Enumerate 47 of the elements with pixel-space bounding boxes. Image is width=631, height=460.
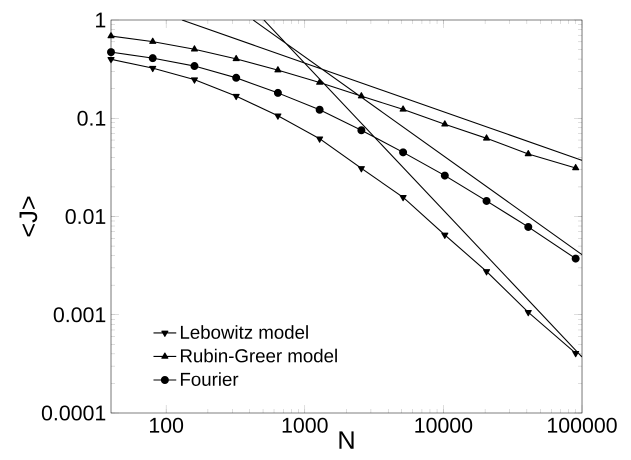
point — [316, 136, 324, 143]
point — [441, 120, 448, 127]
y-tick-label: 0.0001 — [42, 405, 106, 421]
point — [107, 57, 115, 64]
point — [441, 232, 448, 239]
legend-label: Rubin-Greer model — [180, 348, 337, 362]
point — [190, 77, 198, 84]
x-tick-label: 10000 — [415, 418, 472, 433]
point — [232, 74, 240, 82]
point — [524, 310, 532, 316]
y-tick-label: 0.01 — [66, 208, 106, 224]
y-tick-label: 1 — [96, 12, 106, 28]
point — [316, 106, 324, 114]
y-axis-title: <J> — [20, 196, 38, 236]
y-tick-label: 0.1 — [77, 110, 106, 126]
point — [400, 194, 407, 202]
point — [524, 222, 532, 231]
x-tick-label: 100000 — [548, 418, 617, 433]
y-tick-label: 0.001 — [54, 307, 106, 322]
point — [232, 94, 240, 100]
point — [274, 88, 282, 97]
x-axis-title: N — [339, 431, 354, 449]
point — [232, 54, 240, 62]
point — [400, 105, 407, 112]
x-tick-label: 1000 — [282, 418, 328, 433]
point — [107, 48, 116, 56]
point — [399, 148, 408, 156]
point — [358, 166, 365, 172]
point — [316, 78, 324, 85]
point — [190, 62, 198, 70]
legend-label: Lebowitz model — [180, 325, 308, 339]
point — [190, 45, 198, 52]
point — [483, 134, 490, 141]
point — [107, 32, 115, 38]
point — [274, 113, 282, 120]
point — [524, 150, 532, 156]
point — [483, 269, 490, 276]
point — [357, 126, 366, 134]
point — [148, 54, 157, 62]
point — [149, 38, 156, 44]
point — [482, 196, 491, 205]
x-tick-label: 100 — [150, 418, 184, 433]
point — [149, 66, 156, 72]
legend-label: Fourier — [180, 372, 238, 386]
point — [440, 172, 449, 180]
point — [358, 92, 365, 98]
point — [274, 66, 282, 72]
